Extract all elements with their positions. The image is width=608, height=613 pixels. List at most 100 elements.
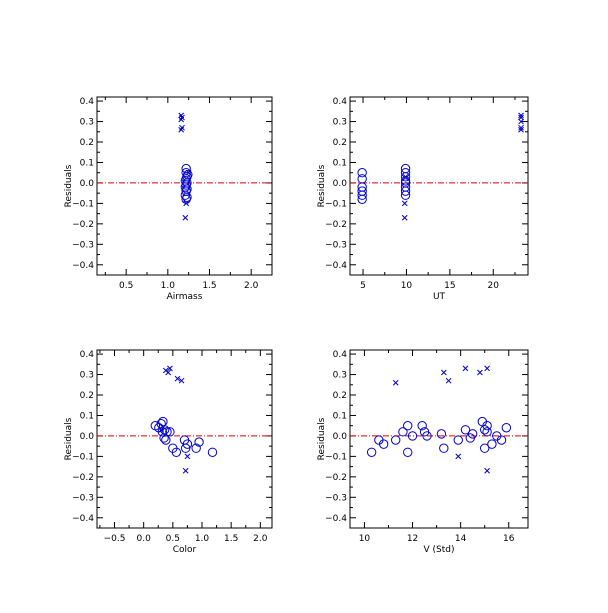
x-axis-label: Airmass [167, 292, 203, 302]
x-tick-label: 15 [444, 281, 455, 291]
cross-stroke [440, 369, 447, 376]
y-tick-label: −0.1 [325, 452, 347, 462]
circle-point [357, 194, 367, 204]
circle-point [482, 421, 492, 431]
plot-frame [349, 96, 529, 276]
cross-point [402, 173, 409, 180]
cross-stroke [445, 377, 452, 384]
y-tick-label: 0.2 [333, 391, 347, 401]
x-tick-label: 0.5 [166, 534, 180, 544]
circle-point [439, 443, 449, 453]
circle-point [398, 427, 408, 437]
cross-point [518, 126, 524, 133]
circle-point [165, 427, 175, 437]
y-tick-label: −0.3 [72, 240, 94, 250]
x-tick-label: 5 [360, 281, 366, 291]
cross-point [462, 365, 469, 372]
x-tick-label: 1.5 [202, 281, 216, 291]
cross-point [484, 365, 490, 372]
x-tick-label: 2.0 [253, 534, 268, 544]
y-tick-label: −0.4 [325, 514, 347, 524]
circle-point [194, 437, 204, 447]
circle-point [182, 439, 193, 449]
circle-point [171, 447, 182, 457]
cross-stroke [484, 467, 490, 474]
y-tick-label: −0.1 [72, 199, 94, 209]
circle-point [378, 439, 389, 449]
cross-stroke [184, 453, 191, 460]
x-tick-label: 1.0 [161, 281, 176, 291]
circle-point [159, 433, 169, 443]
y-axis-label: Residuals [317, 417, 327, 460]
circle-point [207, 447, 218, 457]
x-tick-label: 1.0 [195, 534, 210, 544]
circle-point [400, 172, 411, 182]
y-tick-label: 0.1 [80, 158, 94, 168]
circle-point [417, 421, 427, 431]
plot-frame [96, 96, 273, 276]
y-tick-label: −0.1 [72, 452, 94, 462]
circle-point [460, 425, 471, 435]
cross-stroke [174, 375, 181, 382]
cross-point [158, 426, 165, 433]
y-tick-label: 0.4 [333, 97, 348, 107]
circle-point [407, 431, 418, 441]
circle-point [183, 170, 193, 180]
circle-point [467, 429, 478, 439]
cross-stroke [518, 126, 524, 133]
scatter-panel-2: 5 10 15 20 −0.4 −0.3 −0.2 −0.1 0.0 0.1 0.2 0.3 0.4 UT… [317, 96, 529, 302]
circle-point [158, 416, 168, 427]
circle-point [453, 435, 463, 445]
cross-point [165, 369, 172, 376]
x-tick-label: 0.5 [119, 281, 133, 291]
cross-point [185, 169, 192, 176]
cross-stroke [185, 169, 192, 176]
y-tick-label: 0.2 [80, 138, 94, 148]
y-tick-label: 0.2 [80, 391, 94, 401]
cross-stroke [455, 453, 462, 460]
x-tick-label: 12 [407, 534, 418, 544]
circle-point [403, 421, 413, 431]
circle-point [403, 447, 413, 457]
cross-stroke [183, 200, 190, 207]
cross-stroke [158, 426, 165, 433]
y-tick-label: 0.4 [333, 350, 348, 360]
y-tick-label: −0.2 [72, 473, 94, 483]
cross-point [178, 126, 185, 133]
cross-stroke [518, 118, 524, 125]
y-tick-label: 0.1 [333, 411, 347, 421]
cross-point [518, 114, 524, 121]
circle-point [487, 439, 497, 449]
cross-point [518, 124, 524, 131]
circle-point [180, 176, 191, 186]
circle-point [400, 186, 411, 196]
y-tick-label: −0.2 [325, 220, 347, 230]
cross-point [518, 118, 524, 125]
cross-point [182, 467, 189, 474]
cross-stroke [402, 173, 409, 180]
x-tick-label: 10 [401, 281, 413, 291]
x-tick-label: −0.5 [104, 534, 126, 544]
y-tick-label: 0.0 [333, 432, 348, 442]
y-tick-label: −0.3 [325, 240, 347, 250]
cross-stroke [178, 112, 185, 119]
y-tick-label: −0.1 [325, 199, 347, 209]
plot-frame [349, 349, 529, 529]
circle-point [496, 435, 507, 445]
y-tick-label: −0.3 [325, 493, 347, 503]
cross-point [401, 200, 408, 207]
cross-point [477, 369, 483, 376]
cross-stroke [518, 112, 524, 119]
y-axis-label: Residuals [64, 164, 74, 207]
cross-point [183, 200, 190, 207]
y-axis-label: Residuals [64, 417, 74, 460]
cross-stroke [518, 114, 524, 121]
cross-stroke [401, 200, 408, 207]
x-tick-label: 10 [359, 534, 371, 544]
circle-point [482, 427, 492, 437]
x-tick-label: 20 [488, 281, 500, 291]
cross-point [167, 365, 173, 372]
x-axis-label: V (Std) [424, 545, 455, 555]
